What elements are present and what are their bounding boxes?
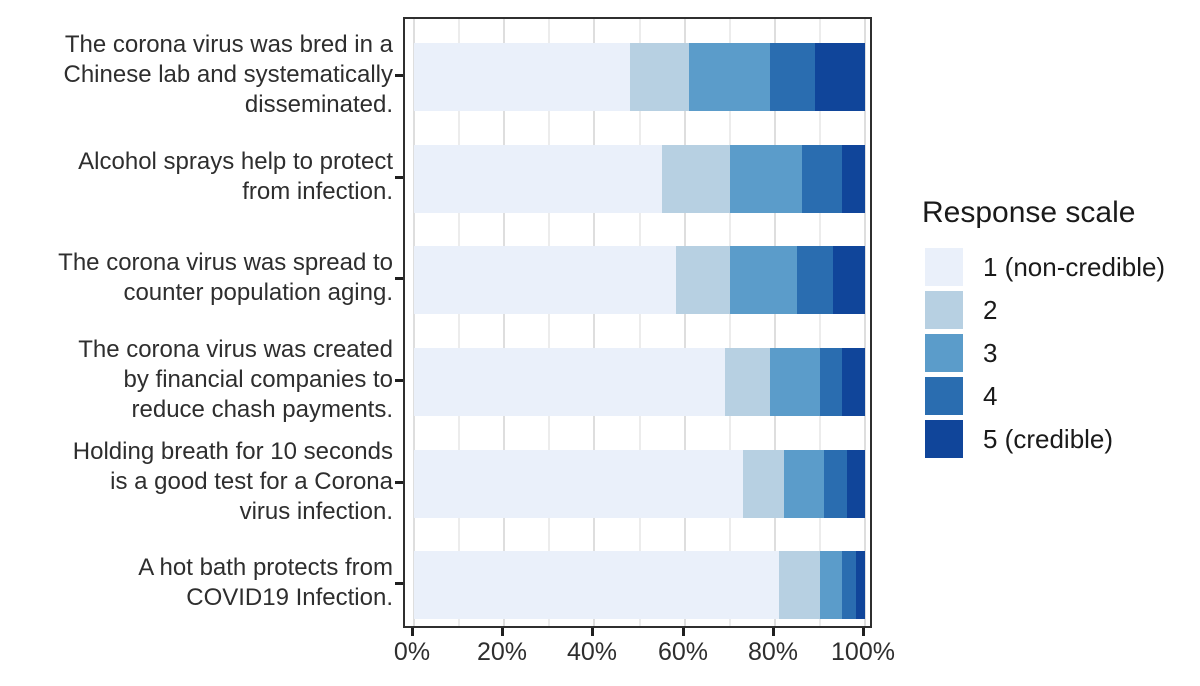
x-axis-tick-label: 40% [566, 638, 618, 666]
bar-segment [855, 551, 865, 619]
bar-segment [842, 145, 865, 213]
bar-segment [842, 348, 865, 416]
legend-item: 5 (credible) [922, 420, 1165, 458]
x-axis-tick [862, 628, 865, 636]
bar-segment [725, 348, 771, 416]
legend-title: Response scale [922, 196, 1136, 229]
bar-segment [689, 43, 771, 111]
bar-segment [414, 145, 663, 213]
legend-label: 4 [983, 380, 998, 411]
x-axis-tick [682, 628, 685, 636]
gridline-major [593, 19, 596, 626]
legend-label: 2 [983, 294, 998, 325]
bar-segment [846, 450, 865, 518]
gridline-minor [728, 19, 731, 626]
legend-swatch [925, 377, 963, 415]
y-axis-category-label: Alcohol sprays help to protect from infec… [78, 148, 393, 205]
bar-segment [833, 246, 865, 314]
stacked-bar-row [414, 246, 865, 314]
gridline-major [773, 19, 776, 626]
x-axis-tick [411, 628, 414, 636]
legend: Response scale 1 (non-credible) 2 3 4 5 (cre… [922, 196, 1165, 463]
bar-segment [675, 246, 730, 314]
x-axis-tick-label: 0% [393, 638, 431, 666]
x-axis-tick [772, 628, 775, 636]
legend-item: 4 [922, 377, 1165, 415]
x-axis-tick [591, 628, 594, 636]
x-axis-tick-label: 100% [831, 638, 895, 666]
legend-label: 5 (credible) [983, 423, 1114, 454]
stacked-bar-row [414, 551, 865, 619]
bar-segment [770, 348, 820, 416]
bar-segment [414, 43, 631, 111]
bar-segment [414, 246, 676, 314]
gridline-minor [458, 19, 461, 626]
x-axis-tick [501, 628, 504, 636]
gridline-major [683, 19, 686, 626]
x-axis-tick-label: 60% [657, 638, 709, 666]
legend-item: 3 [922, 334, 1165, 372]
bar-segment [842, 551, 856, 619]
gridline-major [503, 19, 506, 626]
gridline-minor [818, 19, 821, 626]
legend-swatch [925, 420, 963, 458]
gridline-major [413, 19, 415, 626]
y-axis-tick [395, 74, 403, 77]
y-axis-tick [395, 379, 403, 382]
stacked-bar-row [414, 450, 865, 518]
y-axis-category-label: The corona virus was spread to counter po… [58, 249, 393, 306]
legend-items: 1 (non-credible) 2 3 4 5 (credible) [922, 248, 1165, 458]
legend-item: 1 (non-credible) [922, 248, 1165, 286]
bar-segment [824, 450, 847, 518]
stacked-bar-row [414, 145, 865, 213]
legend-label: 1 (non-credible) [983, 251, 1166, 282]
stacked-bar-row [414, 43, 865, 111]
legend-swatch [925, 334, 963, 372]
gridline-minor [638, 19, 641, 626]
y-axis-tick [395, 176, 403, 179]
y-axis-tick [395, 277, 403, 280]
bar-segment [743, 450, 784, 518]
legend-label: 3 [983, 337, 998, 368]
y-axis-tick [395, 481, 403, 484]
legend-swatch [925, 291, 963, 329]
y-axis-tick [395, 582, 403, 585]
y-axis-category-label: The corona virus was created by financial… [78, 336, 393, 423]
bar-segment [801, 145, 843, 213]
legend-swatch [925, 248, 963, 286]
bar-segment [414, 551, 780, 619]
bar-segment [662, 145, 730, 213]
bar-segment [779, 551, 820, 619]
x-axis-tick-label: 20% [476, 638, 528, 666]
bar-segment [819, 551, 843, 619]
bar-segment [783, 450, 825, 518]
y-axis-category-label: A hot bath protects from COVID19 Infectio… [138, 554, 393, 611]
stacked-bar-row [414, 348, 865, 416]
bar-segment [819, 348, 843, 416]
plot-panel [403, 17, 872, 628]
bar-segment [815, 43, 865, 111]
legend-item: 2 [922, 291, 1165, 329]
bar-segment [630, 43, 690, 111]
gridline-minor [548, 19, 551, 626]
x-axis-tick-label: 80% [747, 638, 799, 666]
bar-segment [414, 450, 744, 518]
bar-segment [770, 43, 816, 111]
bar-segment [797, 246, 834, 314]
bar-segment [414, 348, 726, 416]
y-axis-category-label: Holding breath for 10 seconds is a good t… [72, 438, 393, 525]
bar-segment [729, 145, 802, 213]
gridline-major [864, 19, 866, 626]
bar-segment [729, 246, 798, 314]
y-axis-category-label: The corona virus was bred in a Chinese la… [63, 31, 394, 118]
